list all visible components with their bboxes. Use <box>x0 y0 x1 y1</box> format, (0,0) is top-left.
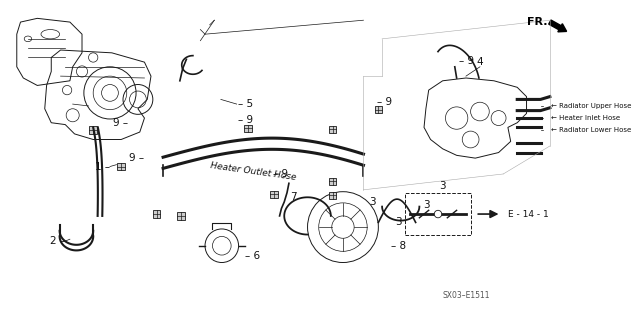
Text: – 9: – 9 <box>273 169 288 179</box>
Bar <box>117 163 125 170</box>
Text: 3: 3 <box>440 181 446 191</box>
Text: 3: 3 <box>424 200 430 210</box>
Text: ← Heater Inlet Hose: ← Heater Inlet Hose <box>551 115 620 121</box>
Text: 1 –: 1 – <box>95 162 110 172</box>
Bar <box>89 126 97 134</box>
Text: – 5: – 5 <box>238 99 253 109</box>
Text: 3: 3 <box>396 217 402 227</box>
Text: – 9: – 9 <box>378 97 392 107</box>
Text: 9 –: 9 – <box>129 153 145 163</box>
Bar <box>177 212 185 220</box>
Text: 7 –: 7 – <box>290 192 306 202</box>
Text: E - 14 - 1: E - 14 - 1 <box>508 210 548 219</box>
Text: FR.: FR. <box>527 17 548 27</box>
Text: ← Radiator Lower Hose: ← Radiator Lower Hose <box>551 127 631 133</box>
Bar <box>329 125 336 133</box>
Text: 4: 4 <box>476 57 483 67</box>
Bar <box>153 210 161 218</box>
Text: – 9: – 9 <box>238 115 253 125</box>
Bar <box>329 192 336 199</box>
Circle shape <box>434 210 441 218</box>
Bar <box>244 124 252 132</box>
Text: – 6: – 6 <box>245 251 261 261</box>
FancyArrow shape <box>548 20 567 32</box>
Bar <box>270 191 278 198</box>
Bar <box>329 178 336 185</box>
Text: – 8: – 8 <box>391 241 406 251</box>
Text: Heater Outlet Hose: Heater Outlet Hose <box>210 161 297 182</box>
Bar <box>405 193 471 235</box>
Text: 9 –: 9 – <box>113 118 127 128</box>
Text: 3: 3 <box>369 197 376 207</box>
Text: 2 –: 2 – <box>50 236 65 246</box>
Text: – 9: – 9 <box>459 56 475 66</box>
Text: SX03–E1511: SX03–E1511 <box>442 291 490 300</box>
Bar <box>375 106 382 113</box>
Text: ← Radiator Upper Hose: ← Radiator Upper Hose <box>551 103 631 109</box>
